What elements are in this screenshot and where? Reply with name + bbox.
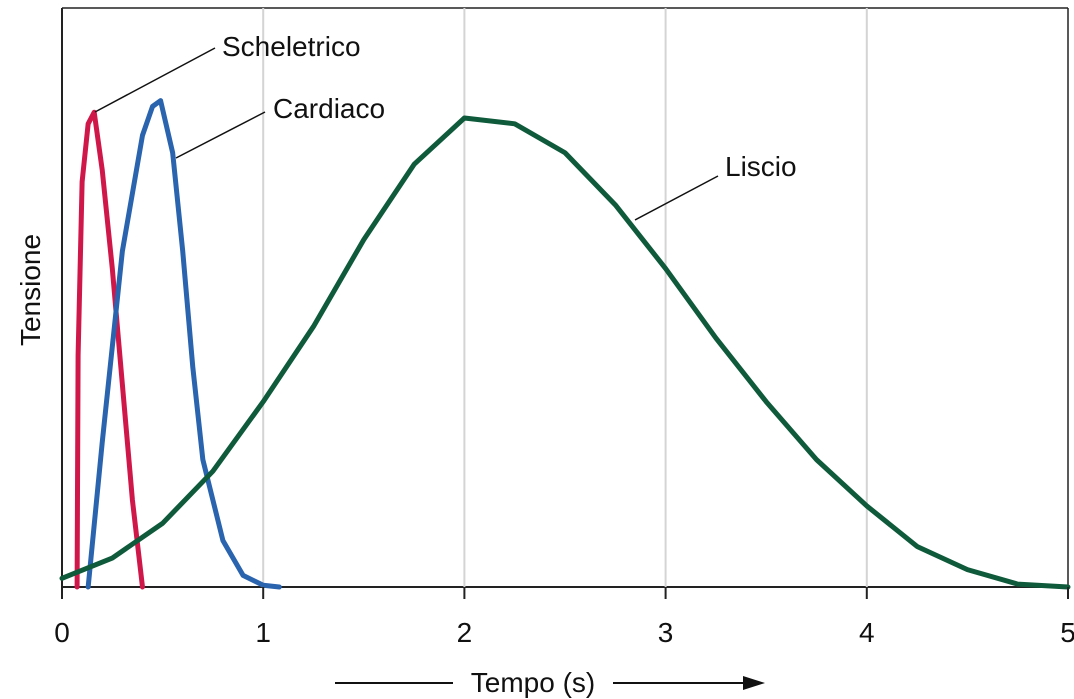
series-line (59, 115, 1071, 590)
series-label: Liscio (725, 151, 797, 182)
series-line (74, 109, 145, 590)
x-tick-label: 1 (255, 617, 271, 648)
x-tick-label: 3 (658, 617, 674, 648)
arrow-head (743, 676, 765, 690)
series-label: Cardiaco (273, 93, 385, 124)
leader-line (634, 175, 719, 221)
x-tick-label: 2 (457, 617, 473, 648)
x-tick-label: 4 (859, 617, 875, 648)
leader-line (175, 111, 266, 159)
series-line (85, 98, 282, 590)
x-axis-label: Tempo (s) (471, 667, 595, 698)
x-tick-label: 0 (54, 617, 70, 648)
leader-line (94, 47, 216, 113)
plot (59, 8, 1071, 590)
y-axis-label: Tensione (15, 234, 46, 346)
series-label: Scheletrico (222, 31, 361, 62)
x-tick-label: 5 (1060, 617, 1074, 648)
